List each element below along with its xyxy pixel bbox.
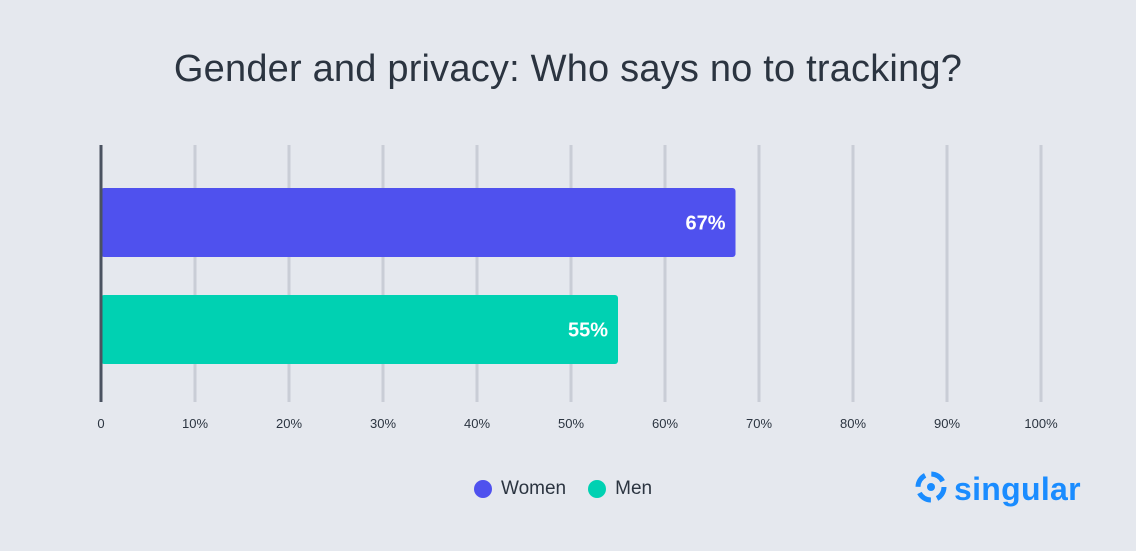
- data-labels: 67% 55%: [568, 213, 726, 342]
- gridlines: [193, 145, 1043, 402]
- legend-label-women: Women: [501, 478, 567, 499]
- legend-item-men: Men: [588, 478, 652, 500]
- brand-logo: singular: [914, 470, 1081, 509]
- x-tick-label: 40%: [464, 416, 490, 431]
- x-tick-label: 50%: [558, 416, 584, 431]
- x-tick-label: 90%: [934, 416, 960, 431]
- data-label: 67%: [685, 213, 725, 235]
- x-tick-label: 10%: [182, 416, 208, 431]
- chart-title: Gender and privacy: Who says no to track…: [173, 48, 963, 90]
- x-tick-label: 0: [97, 416, 104, 431]
- data-label: 55%: [568, 320, 608, 342]
- bars: [101, 188, 736, 364]
- x-tick-label: 30%: [370, 416, 396, 431]
- legend-swatch-women: [474, 480, 492, 498]
- legend-item-women: Women: [474, 478, 566, 500]
- x-tick-label: 100%: [1024, 416, 1058, 431]
- brand-name: singular: [954, 471, 1081, 507]
- x-axis-ticks: 0 10% 20% 30% 40% 50% 60% 70% 80% 90% 100%: [97, 416, 1058, 431]
- legend-swatch-men: [588, 480, 607, 498]
- bar-men: [101, 295, 618, 364]
- singular-logo-icon: [914, 470, 948, 509]
- x-tick-label: 70%: [746, 416, 772, 431]
- x-tick-label: 20%: [276, 416, 302, 431]
- x-tick-label: 60%: [652, 416, 678, 431]
- x-tick-label: 80%: [840, 416, 866, 431]
- legend-label-men: Men: [615, 478, 653, 499]
- bar-women: [101, 188, 736, 257]
- legend: Women Men: [474, 478, 652, 500]
